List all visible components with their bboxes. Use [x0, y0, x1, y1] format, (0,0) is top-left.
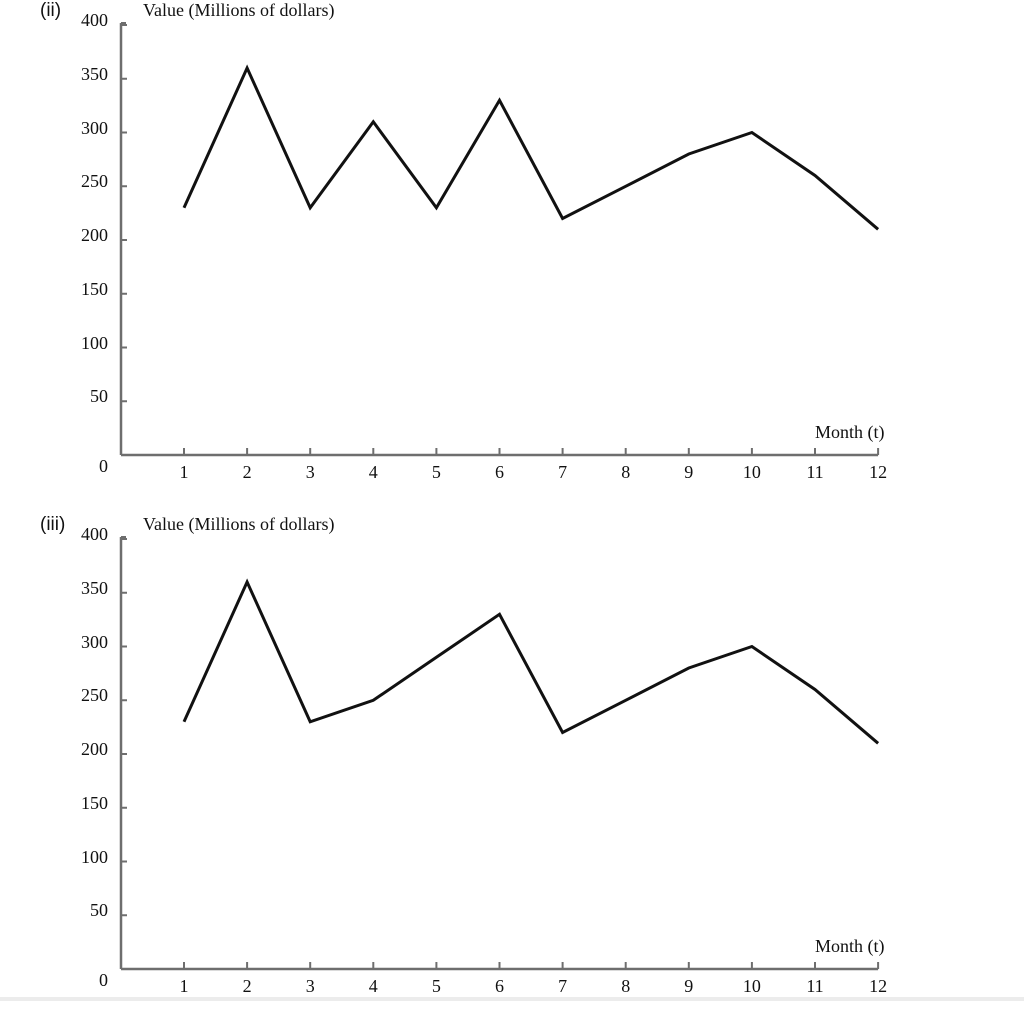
y-tick-label: 400	[81, 524, 108, 544]
x-tick-label: 7	[558, 976, 568, 996]
line-chart	[119, 22, 880, 457]
x-tick-label: 9	[684, 976, 694, 996]
x-tick-label: 4	[368, 976, 378, 996]
x-tick-label: 10	[742, 976, 761, 996]
y-tick-label: 400	[81, 10, 108, 30]
y-tick-label: 50	[90, 386, 108, 407]
y-tick-label: 150	[81, 278, 108, 299]
x-tick-label: 8	[621, 976, 631, 996]
x-tick-label: 1	[179, 976, 189, 996]
x-tick-label: 9	[684, 462, 694, 482]
x-axis-label: Month (t)	[815, 936, 885, 956]
x-axis-label: Month (t)	[815, 422, 885, 442]
bottom-strip	[0, 997, 1024, 1001]
x-tick-label: 2	[242, 462, 252, 482]
x-tick-label: 6	[495, 462, 504, 482]
x-tick-label: 12	[869, 462, 888, 482]
y-tick-label: 250	[81, 171, 108, 192]
y-tick-label: 0	[99, 970, 108, 990]
chart-panel-ii: (ii) Value (Millions of dollars) Month (…	[0, 0, 1024, 500]
y-tick-label: 350	[81, 63, 108, 84]
y-tick-label: 300	[81, 117, 108, 138]
x-tick-label: 8	[621, 462, 631, 482]
x-tick-label: 11	[806, 976, 824, 996]
y-tick-label: 350	[81, 577, 108, 598]
x-tick-label: 3	[305, 462, 315, 482]
data-line	[182, 578, 880, 745]
y-tick-label: 150	[81, 792, 108, 813]
y-tick-label: 0	[99, 456, 108, 476]
y-tick-label: 100	[81, 332, 108, 353]
y-tick-label: 200	[81, 225, 108, 245]
x-tick-label: 11	[806, 462, 824, 482]
x-tick-label: 12	[869, 976, 888, 996]
x-tick-label: 7	[558, 462, 568, 482]
x-tick-label: 2	[242, 976, 252, 996]
x-tick-label: 6	[495, 976, 504, 996]
y-tick-label: 250	[81, 685, 108, 706]
y-tick-label: 300	[81, 631, 108, 652]
panel-label: (iii)	[40, 514, 66, 535]
data-line	[182, 64, 880, 231]
x-tick-label: 1	[179, 462, 189, 482]
x-tick-label: 3	[305, 976, 315, 996]
x-tick-label: 5	[431, 976, 441, 996]
chart-panel-iii: (iii) Value (Millions of dollars) Month …	[0, 514, 1024, 1014]
x-tick-label: 4	[368, 462, 378, 482]
y-axis-label: Value (Millions of dollars)	[143, 0, 335, 20]
panel-label: (ii)	[40, 0, 62, 21]
y-tick-label: 50	[90, 900, 108, 921]
x-tick-label: 5	[431, 462, 441, 482]
y-axis-label: Value (Millions of dollars)	[143, 514, 335, 534]
y-tick-label: 200	[81, 739, 108, 759]
line-chart	[119, 536, 880, 971]
x-tick-label: 10	[742, 462, 761, 482]
y-tick-label: 100	[81, 846, 108, 867]
